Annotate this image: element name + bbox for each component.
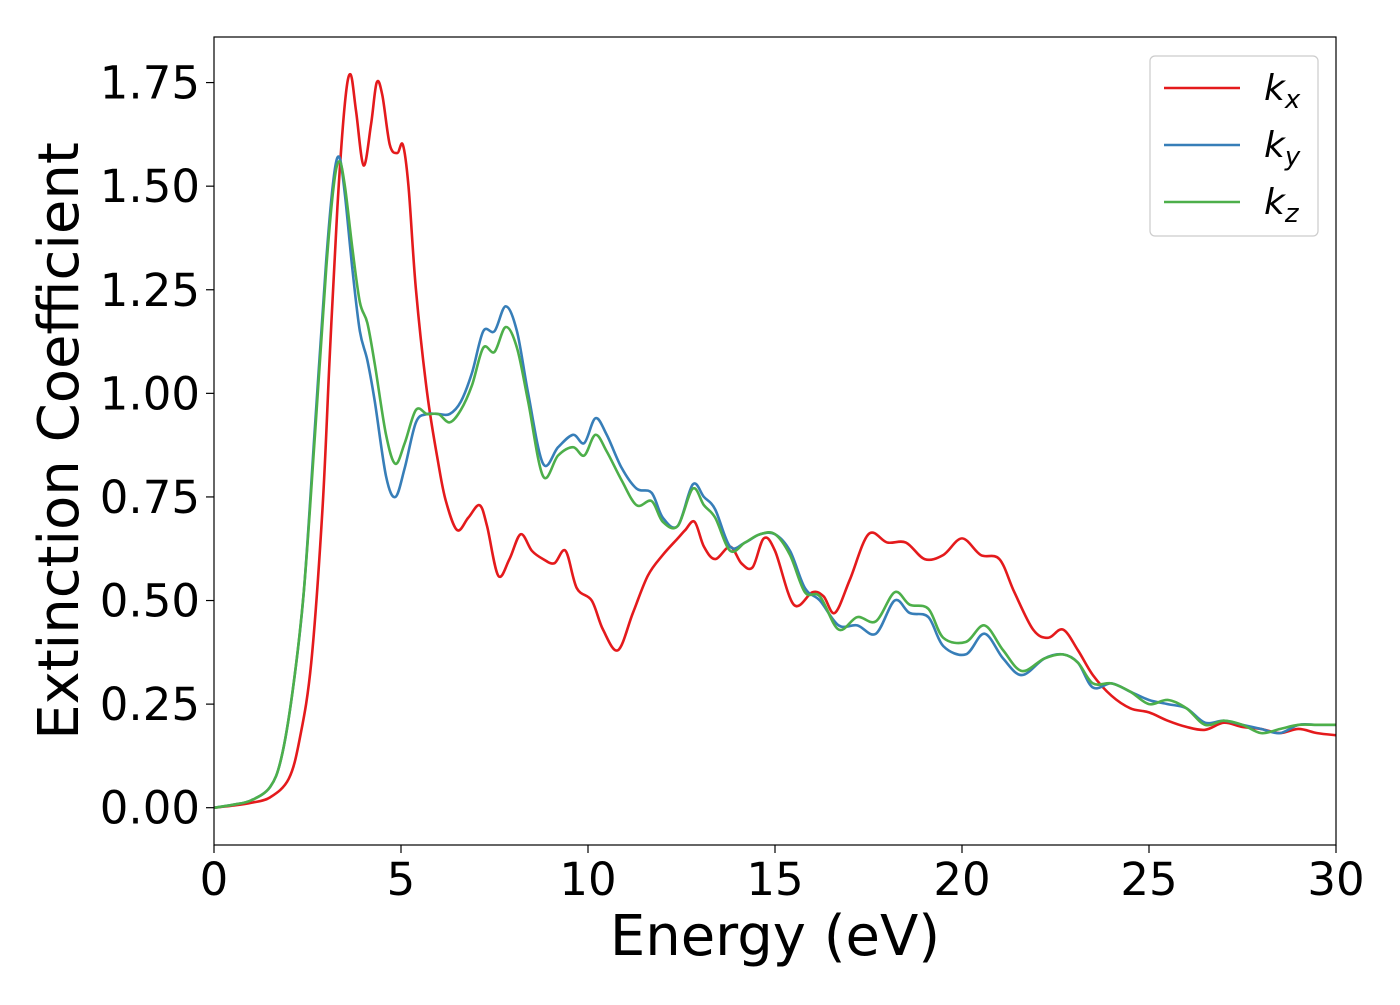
legend-label-main: k (1264, 182, 1287, 223)
y-tick-label: 0.75 (100, 471, 200, 524)
y-axis-title: Extinction Coefficient (27, 142, 92, 740)
x-tick-label: 0 (200, 853, 229, 906)
legend-label-subscript: y (1284, 142, 1301, 172)
y-tick-label: 0.25 (100, 678, 200, 731)
legend-label-k_x: kx (1264, 68, 1301, 115)
series-layer (214, 72, 1336, 810)
x-tick-label: 5 (387, 853, 416, 906)
legend-label-subscript: z (1284, 199, 1300, 229)
legend-label-main: k (1264, 68, 1287, 109)
x-tick-label: 10 (559, 853, 616, 906)
y-tick-label: 0.00 (100, 782, 200, 835)
series-line-k_x (214, 72, 1336, 810)
legend-label-main: k (1264, 125, 1287, 166)
y-tick-label: 0.50 (100, 575, 200, 628)
y-tick-label: 1.75 (100, 57, 200, 110)
y-axis: 0.00 0.25 0.50 0.75 1.00 1.25 1.50 1.75 (100, 57, 214, 835)
x-axis: 0 5 10 15 20 25 30 (200, 845, 1365, 906)
series-line-k_y (214, 155, 1336, 809)
legend-label-k_z: kz (1264, 182, 1300, 229)
legend-label-k_y: ky (1264, 125, 1301, 172)
y-tick-label: 1.00 (100, 367, 200, 420)
legend-label-subscript: x (1284, 85, 1301, 115)
x-tick-label: 20 (933, 853, 990, 906)
y-tick-label: 1.50 (100, 160, 200, 213)
series-line-k_z (214, 160, 1336, 809)
y-tick-label: 1.25 (100, 264, 200, 317)
x-axis-title: Energy (eV) (610, 904, 940, 969)
x-tick-label: 25 (1120, 853, 1177, 906)
x-tick-label: 30 (1307, 853, 1364, 906)
x-tick-label: 15 (746, 853, 803, 906)
